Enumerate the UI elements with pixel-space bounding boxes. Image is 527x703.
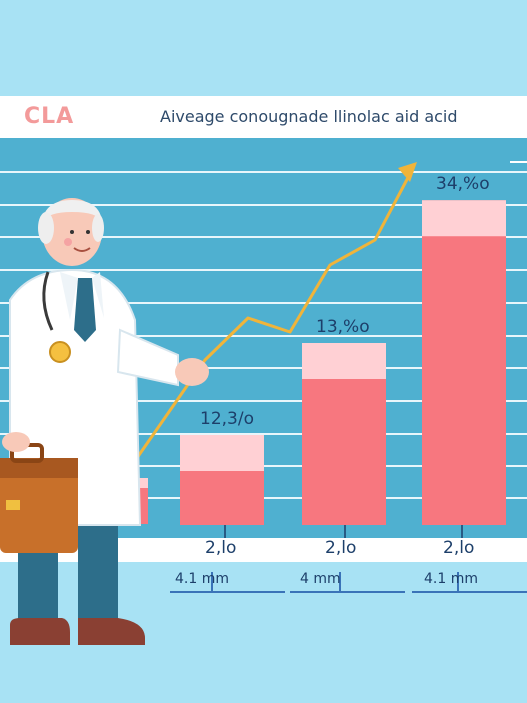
pointing-hand xyxy=(175,358,209,386)
data-label-3: 34,%o xyxy=(436,174,490,195)
data-label-1: 12,3/o xyxy=(200,409,254,429)
title-bar xyxy=(0,96,527,138)
right-shoe xyxy=(78,618,145,645)
unit-label-1: 4.1 mm xyxy=(175,571,229,587)
x-axis-ticks xyxy=(224,525,463,538)
bar-group xyxy=(180,200,506,525)
unit-label-3: 4.1 mm xyxy=(424,571,478,587)
data-label-2: 13,%o xyxy=(316,317,370,337)
trend-line xyxy=(128,169,414,469)
bar-top-1 xyxy=(180,435,264,471)
x-tick-label-3: 2,lo xyxy=(443,538,475,558)
doctor-illustration xyxy=(0,198,209,645)
bar-3 xyxy=(422,200,506,525)
unit-scale-lines xyxy=(170,572,527,593)
chart-title: Aiveage conougnade llinolac aid acid xyxy=(160,107,458,126)
briefcase-icon xyxy=(0,443,78,553)
arrow-up-icon xyxy=(398,162,417,182)
x-tick-label-2: 2,lo xyxy=(325,538,357,558)
unit-label-2: 4 mm xyxy=(300,571,341,587)
left-shoe xyxy=(10,618,70,645)
brand-label: CLA xyxy=(24,104,75,129)
x-tick-label-1: 2,lo xyxy=(205,538,237,558)
bar-top-3 xyxy=(422,200,506,237)
stethoscope-icon xyxy=(42,271,54,331)
bar-top-2 xyxy=(302,343,386,379)
